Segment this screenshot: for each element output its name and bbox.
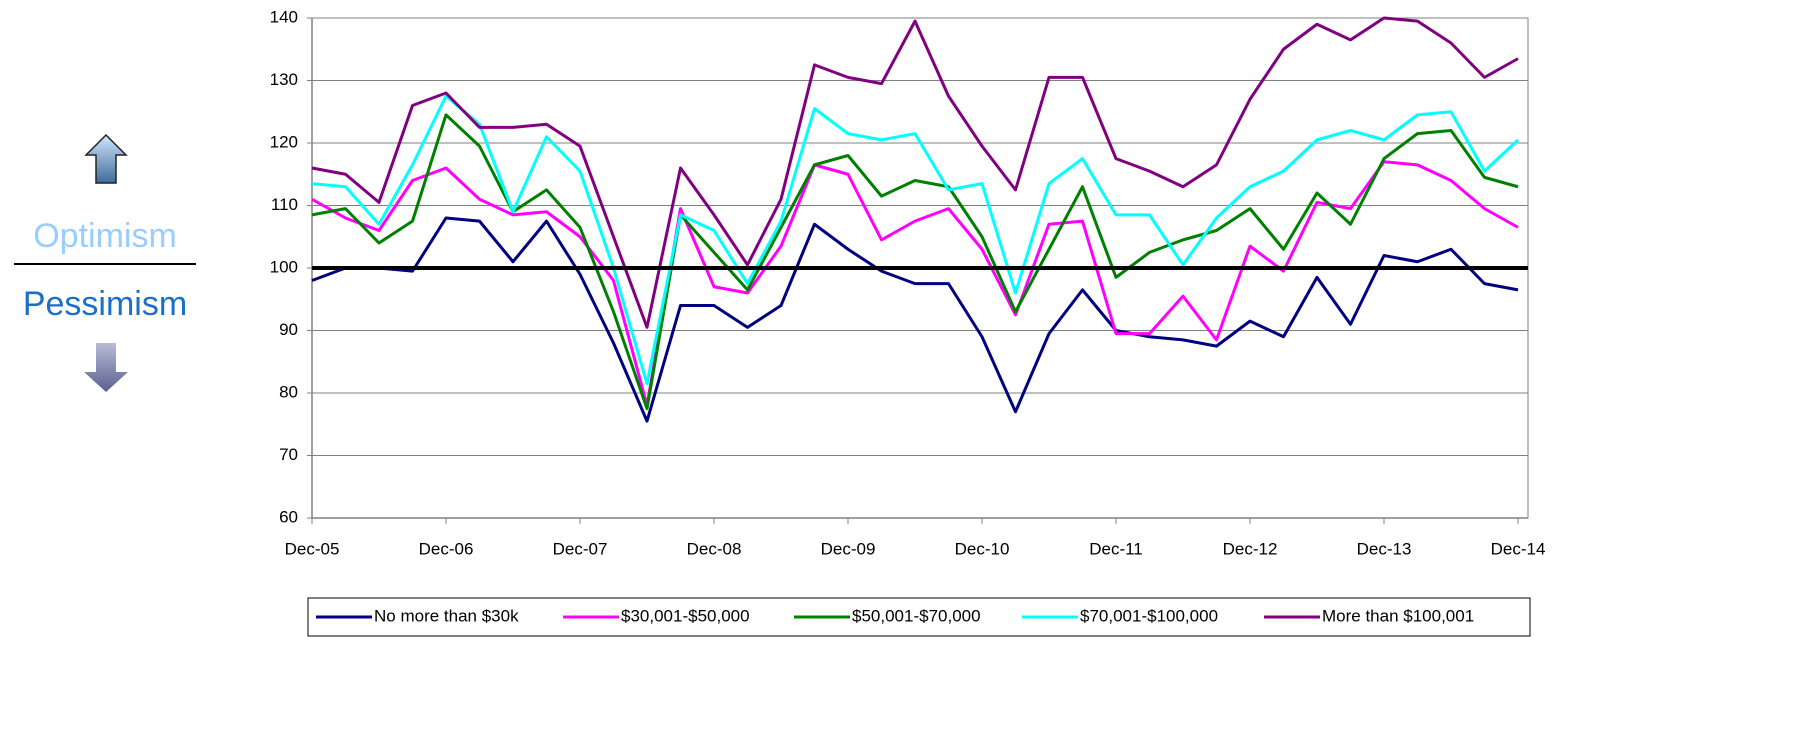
legend-label: $30,001-$50,000 [621,606,750,625]
x-tick-label: Dec-09 [821,539,876,558]
y-tick-label: 100 [270,257,298,276]
x-tick-label: Dec-05 [285,539,340,558]
x-tick-label: Dec-14 [1491,539,1546,558]
x-tick-label: Dec-06 [419,539,474,558]
series-line [311,16,1519,329]
x-tick-label: Dec-11 [1089,539,1143,558]
y-tick-label: 90 [279,320,298,339]
x-tick-label: Dec-07 [553,539,608,558]
y-tick-label: 60 [279,507,298,526]
series-line [311,160,1519,407]
legend-label: No more than $30k [374,606,519,625]
x-tick-label: Dec-12 [1223,539,1278,558]
y-tick-label: 140 [270,7,298,26]
legend-label: $70,001-$100,000 [1080,606,1218,625]
y-tick-label: 80 [279,382,298,401]
legend-label: $50,001-$70,000 [852,606,981,625]
y-tick-label: 120 [270,132,298,151]
series-line [311,216,1519,423]
up-arrow [84,133,128,184]
optimism-label: Optimism [33,217,177,255]
legend-label: More than $100,001 [1322,606,1474,625]
down-arrow [84,343,128,392]
x-tick-label: Dec-08 [687,539,742,558]
y-tick-label: 110 [271,195,298,214]
pessimism-label: Pessimism [23,285,187,323]
y-tick-label: 70 [279,445,298,464]
x-tick-label: Dec-13 [1357,539,1412,558]
y-tick-label: 130 [270,70,298,89]
x-tick-label: Dec-10 [955,539,1010,558]
series-line [311,94,1520,386]
legend-box [307,597,1531,637]
